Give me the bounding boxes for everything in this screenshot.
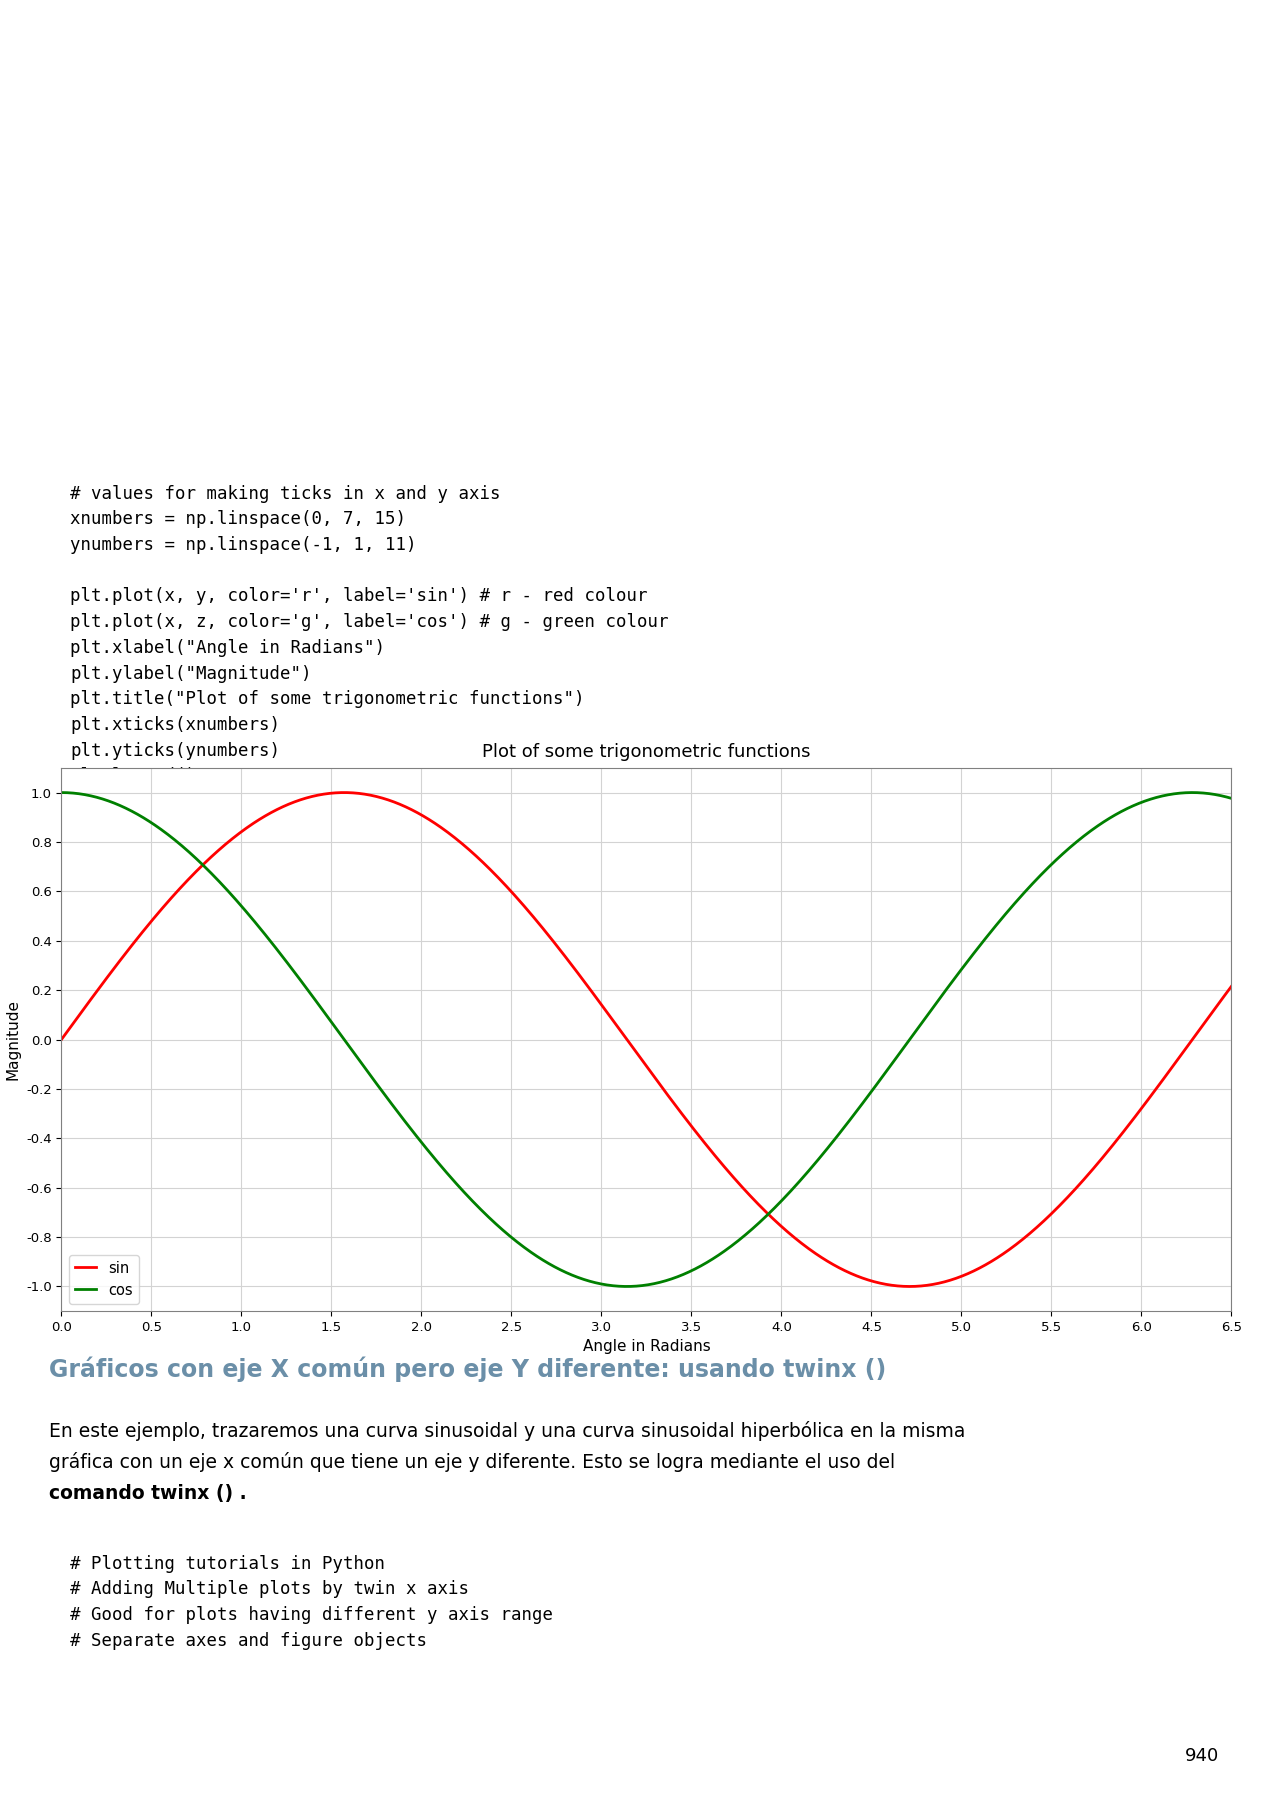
Line: cos: cos — [61, 793, 1231, 1286]
Line: sin: sin — [61, 793, 1231, 1286]
cos — [988, 915, 1004, 936]
Text: comando twinx () .: comando twinx () . — [49, 1485, 246, 1503]
Y-axis label: Magnitude: Magnitude — [5, 1000, 20, 1079]
cos — [859, 1088, 874, 1110]
cos — [620, 1275, 635, 1297]
Text: 940: 940 — [1185, 1748, 1220, 1764]
sin — [1224, 976, 1239, 998]
sin — [969, 1259, 984, 1280]
Text: En este ejemplo, trazaremos una curva sinusoidal y una curva sinusoidal hiperból: En este ejemplo, trazaremos una curva si… — [49, 1420, 965, 1440]
cos — [570, 1266, 585, 1288]
sin — [570, 962, 585, 983]
cos — [54, 782, 69, 804]
sin — [529, 909, 544, 931]
X-axis label: Angle in Radians: Angle in Radians — [582, 1340, 710, 1355]
sin — [859, 1268, 874, 1289]
Legend: sin, cos: sin, cos — [69, 1255, 138, 1304]
sin — [335, 782, 351, 804]
cos — [968, 942, 983, 963]
sin — [901, 1275, 916, 1297]
Text: Gráficos con eje X común pero eje Y diferente: usando twinx (): Gráficos con eje X común pero eje Y dife… — [49, 1356, 886, 1382]
Text: # Plotting tutorials in Python
# Adding Multiple plots by twin x axis
# Good for: # Plotting tutorials in Python # Adding … — [70, 1554, 553, 1650]
cos — [173, 835, 188, 857]
Text: gráfica con un eje x común que tiene un eje y diferente. Esto se logra mediante : gráfica con un eje x común que tiene un … — [49, 1452, 895, 1472]
sin — [173, 877, 188, 898]
sin — [54, 1029, 69, 1050]
cos — [527, 1244, 543, 1266]
cos — [1224, 788, 1239, 810]
sin — [989, 1248, 1005, 1270]
Title: Plot of some trigonometric functions: Plot of some trigonometric functions — [483, 743, 810, 761]
Text: # values for making ticks in x and y axis
xnumbers = np.linspace(0, 7, 15)
ynumb: # values for making ticks in x and y axi… — [70, 485, 700, 862]
